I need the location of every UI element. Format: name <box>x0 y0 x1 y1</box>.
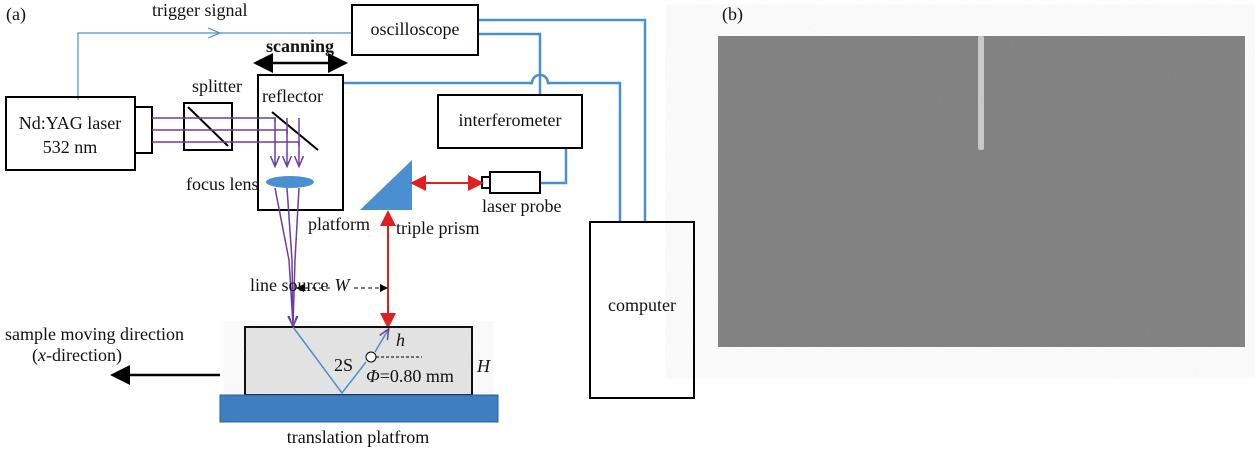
label: laser probe <box>482 196 561 216</box>
label: reflector <box>262 86 323 106</box>
label: 532 nm <box>43 137 98 157</box>
triple-prism <box>360 160 412 210</box>
label: platform <box>308 214 370 234</box>
focused-beam <box>293 188 299 325</box>
figure: (a) trigger signal oscilloscope scanning… <box>0 0 1255 451</box>
text-part: -direction) <box>46 345 122 366</box>
text-part: =0.80 mm <box>380 366 454 386</box>
panel-label: (a) <box>6 4 26 25</box>
label: splitter <box>192 76 242 96</box>
label: interferometer <box>459 110 562 130</box>
wire <box>540 148 566 183</box>
label: focus lens <box>186 174 258 194</box>
translation-platform <box>220 395 498 422</box>
laser-beam <box>152 118 275 122</box>
reflector-mirror <box>272 112 318 150</box>
label: translation platfrom <box>287 427 429 447</box>
label: trigger signal <box>152 0 247 20</box>
component-box <box>135 107 152 153</box>
text-part: Φ <box>366 366 380 386</box>
label: line source <box>250 275 328 295</box>
label: computer <box>608 295 676 315</box>
label: H <box>476 356 491 376</box>
wire <box>478 34 540 95</box>
defect <box>366 352 376 362</box>
panel-label: (b) <box>722 4 743 25</box>
label: Nd:YAG laser <box>19 113 121 133</box>
component-box <box>6 97 135 170</box>
label: W <box>335 275 352 295</box>
diagram-shapes <box>6 5 1245 422</box>
focused-beam <box>275 188 293 325</box>
component-box <box>482 177 490 188</box>
label: oscilloscope <box>371 19 460 39</box>
label: sample moving direction <box>5 324 184 344</box>
label: 2S <box>334 355 353 375</box>
label: Φ=0.80 mm <box>366 366 454 386</box>
crack <box>978 36 984 150</box>
laser-beam <box>152 130 287 134</box>
label: h <box>396 330 405 350</box>
component-box <box>490 172 540 193</box>
focus-lens <box>266 176 314 188</box>
text-part: x <box>37 345 46 365</box>
label: (x-direction) <box>32 345 122 366</box>
splitter-mirror <box>188 107 228 146</box>
label: scanning <box>266 36 334 56</box>
label: triple prism <box>396 218 480 238</box>
